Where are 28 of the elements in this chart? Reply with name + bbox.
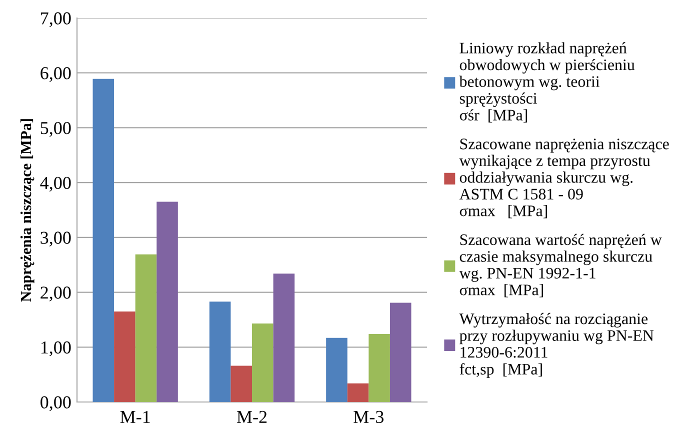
y-tick-label: 7,00 — [41, 12, 71, 28]
bar — [114, 311, 136, 402]
bar — [209, 302, 231, 402]
bar — [273, 274, 295, 402]
y-tick-label: 6,00 — [40, 67, 71, 82]
bar — [368, 334, 390, 402]
y-tick-label: 4,00 — [40, 176, 71, 192]
x-tick-label: M-1 — [120, 410, 150, 423]
legend-label: Wytrzymałość na rozciąganie przy rozłupywaniu wg PN-EN 12390-6:2011 fct,sp [MPa] — [459, 312, 654, 378]
y-tick-label: 5,00 — [40, 122, 71, 137]
x-tick-label: M-2 — [236, 410, 267, 423]
bar — [92, 78, 114, 402]
bar — [135, 254, 157, 402]
y-tick-label: 2,00 — [40, 286, 71, 302]
y-axis-title: Naprężenia niszczące [MPa] — [20, 119, 34, 302]
bar — [230, 366, 252, 402]
bar — [347, 383, 369, 402]
x-tick-label: M-3 — [354, 410, 384, 424]
y-tick-label: 0,00 — [40, 396, 71, 412]
bar — [252, 324, 274, 402]
legend-label: Liniowy rozkład naprężeń obwodowych w pierścieniu betonowym wg. teorii sprężystości σśr [MPa] — [459, 42, 635, 122]
legend-label: Szacowane naprężenia niszczące wynikające z tempa przyrostu oddziaływania skurczu wg. ASTM C 1581 - 09 σmax [MPa] — [459, 138, 669, 218]
bar — [156, 202, 178, 402]
bar — [390, 302, 412, 402]
y-tick-label: 1,00 — [41, 341, 71, 356]
y-tick-label: 3,00 — [40, 232, 71, 246]
legend-label: Szacowana wartość naprężeń w czasie maksymalnego skurczu wg. PN-EN 1992-1-1 σmax [MPa] — [459, 234, 662, 298]
bar — [326, 338, 348, 402]
